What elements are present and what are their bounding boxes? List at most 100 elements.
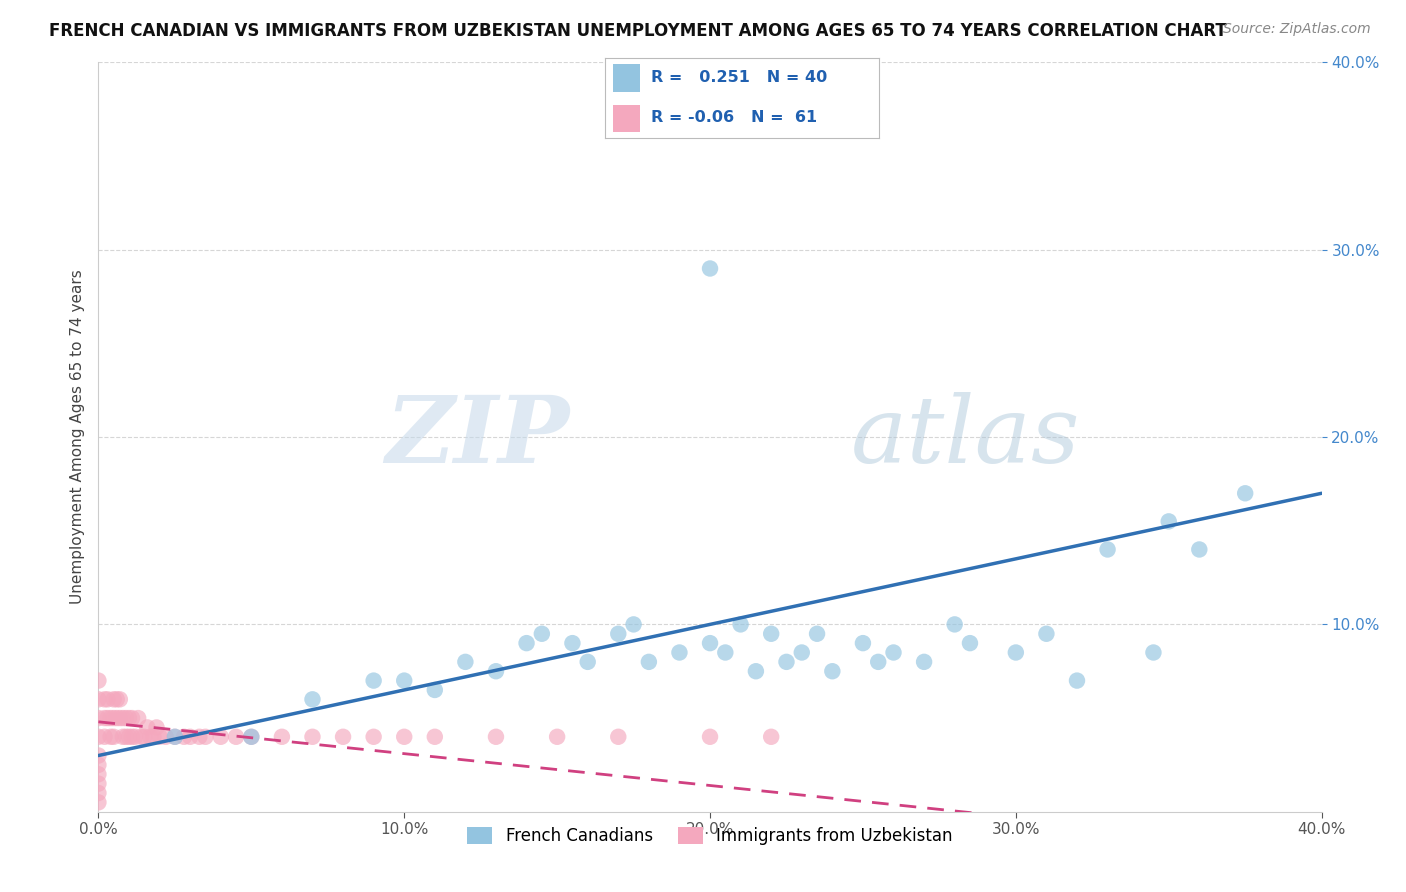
Point <box>623 617 645 632</box>
Point <box>485 730 508 744</box>
Point <box>883 646 905 660</box>
Point <box>868 655 890 669</box>
Point <box>87 767 110 781</box>
Point <box>97 692 120 706</box>
Point <box>1142 646 1164 660</box>
Point <box>100 730 122 744</box>
Text: ZIP: ZIP <box>385 392 569 482</box>
Point <box>145 721 167 735</box>
Point <box>118 730 141 744</box>
Text: R =   0.251   N = 40: R = 0.251 N = 40 <box>651 70 828 85</box>
Point <box>225 730 247 744</box>
Point <box>87 673 110 688</box>
Legend: French Canadians, Immigrants from Uzbekistan: French Canadians, Immigrants from Uzbeki… <box>461 821 959 852</box>
Text: R = -0.06   N =  61: R = -0.06 N = 61 <box>651 110 817 125</box>
Point <box>1097 542 1119 557</box>
Point <box>93 692 115 706</box>
Point <box>163 730 186 744</box>
Point <box>699 261 721 276</box>
Point <box>121 711 143 725</box>
Point <box>100 711 122 725</box>
Point <box>87 692 110 706</box>
Point <box>121 730 143 744</box>
Point <box>111 730 134 744</box>
Point <box>607 626 630 640</box>
Point <box>561 636 583 650</box>
Point <box>139 730 162 744</box>
Point <box>821 664 844 679</box>
Point <box>240 730 263 744</box>
Point <box>852 636 875 650</box>
Point <box>332 730 354 744</box>
Point <box>1035 626 1057 640</box>
Point <box>912 655 935 669</box>
Point <box>103 711 125 725</box>
Point <box>546 730 568 744</box>
Y-axis label: Unemployment Among Ages 65 to 74 years: Unemployment Among Ages 65 to 74 years <box>69 269 84 605</box>
Point <box>103 730 125 744</box>
Point <box>730 617 752 632</box>
Point <box>759 730 782 744</box>
Point <box>392 730 416 744</box>
Point <box>576 655 599 669</box>
Point <box>1066 673 1088 688</box>
Point <box>607 730 630 744</box>
Point <box>516 636 538 650</box>
Point <box>637 655 661 669</box>
Point <box>699 730 721 744</box>
Point <box>129 730 152 744</box>
Point <box>806 626 828 640</box>
Point <box>301 692 323 706</box>
Point <box>194 730 217 744</box>
Point <box>134 730 156 744</box>
Point <box>127 711 149 725</box>
Point <box>115 730 138 744</box>
Point <box>87 711 110 725</box>
Point <box>105 711 128 725</box>
Text: atlas: atlas <box>851 392 1080 482</box>
Text: Source: ZipAtlas.com: Source: ZipAtlas.com <box>1223 22 1371 37</box>
Point <box>118 711 141 725</box>
Point <box>108 692 131 706</box>
Point <box>87 758 110 772</box>
Point <box>111 711 134 725</box>
Point <box>301 730 323 744</box>
Point <box>423 730 446 744</box>
Point <box>1157 514 1180 528</box>
Point <box>97 711 120 725</box>
Point <box>530 626 553 640</box>
Point <box>270 730 292 744</box>
Text: FRENCH CANADIAN VS IMMIGRANTS FROM UZBEKISTAN UNEMPLOYMENT AMONG AGES 65 TO 74 Y: FRENCH CANADIAN VS IMMIGRANTS FROM UZBEK… <box>49 22 1227 40</box>
Point <box>745 664 768 679</box>
Point <box>790 646 813 660</box>
Point <box>699 636 721 650</box>
Point <box>209 730 232 744</box>
Bar <box>613 104 640 132</box>
Point <box>1234 486 1257 500</box>
Point <box>93 711 115 725</box>
Point <box>668 646 690 660</box>
Point <box>485 664 508 679</box>
Point <box>87 748 110 763</box>
Point <box>136 721 159 735</box>
Point <box>155 730 177 744</box>
Point <box>943 617 966 632</box>
Point <box>1004 646 1026 660</box>
Point <box>105 692 128 706</box>
Point <box>87 786 110 800</box>
Point <box>179 730 201 744</box>
Point <box>163 730 186 744</box>
Point <box>959 636 981 650</box>
Point <box>87 730 110 744</box>
Point <box>108 711 131 725</box>
Point <box>87 776 110 791</box>
Point <box>142 730 165 744</box>
Point <box>240 730 263 744</box>
Point <box>149 730 172 744</box>
Point <box>115 711 138 725</box>
Point <box>423 683 446 698</box>
Point <box>775 655 797 669</box>
Point <box>392 673 416 688</box>
Bar <box>613 64 640 92</box>
Point <box>87 796 110 810</box>
